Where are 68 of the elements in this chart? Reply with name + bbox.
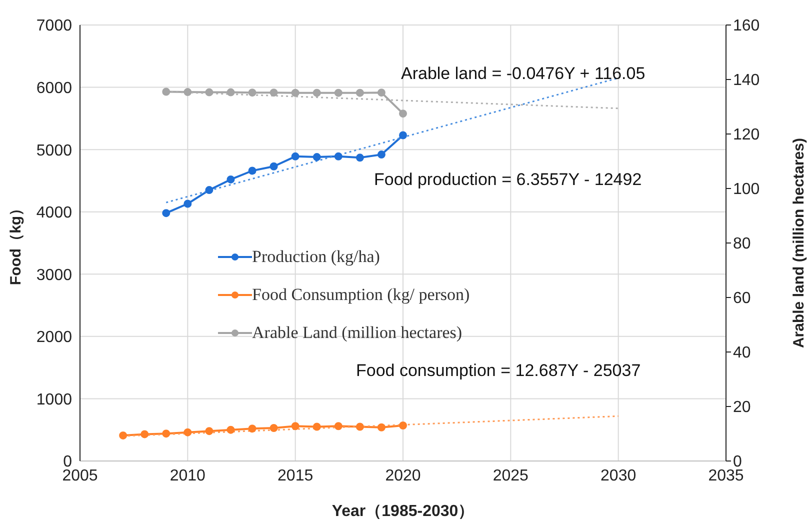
point xyxy=(270,424,278,432)
point xyxy=(377,88,386,97)
y-tick-label: 3000 xyxy=(36,266,72,284)
point xyxy=(205,427,214,436)
point xyxy=(356,154,364,162)
y2-tick-label: 20 xyxy=(733,399,751,416)
x-tick-label: 2020 xyxy=(385,467,421,484)
point xyxy=(248,166,256,175)
annotation: Food production = 6.3557Y - 12492 xyxy=(374,170,642,190)
point xyxy=(205,186,214,194)
point xyxy=(291,152,300,160)
y-tick-label: 1000 xyxy=(36,391,72,408)
x-tick-label: 2015 xyxy=(278,467,314,484)
y2-tick-label: 60 xyxy=(733,290,751,308)
point xyxy=(184,88,192,96)
annotation: Arable land = -0.0476Y + 116.05 xyxy=(401,64,646,84)
y2-tick-label: 140 xyxy=(733,72,760,90)
point xyxy=(312,153,321,162)
point xyxy=(162,430,170,438)
point xyxy=(399,131,407,140)
point xyxy=(270,162,278,170)
y2-axis-title: Arable land (million hectares) xyxy=(790,138,808,348)
point xyxy=(377,150,386,159)
point xyxy=(377,423,386,432)
point xyxy=(184,200,192,208)
point xyxy=(248,88,256,97)
point xyxy=(119,431,128,440)
point xyxy=(356,422,364,431)
point xyxy=(270,88,278,97)
point xyxy=(205,88,214,96)
point xyxy=(291,422,300,430)
point xyxy=(140,430,149,438)
y-tick-label: 6000 xyxy=(36,80,72,97)
point xyxy=(399,421,407,430)
y2-tick-label: 80 xyxy=(733,236,751,253)
annotation: Food consumption = 12.687Y - 25037 xyxy=(356,361,641,381)
y2-tick-label: 160 xyxy=(733,18,760,35)
x-tick-label: 2025 xyxy=(492,467,529,484)
y2-tick-label: 120 xyxy=(733,126,760,144)
y-tick-label: 4000 xyxy=(36,204,72,222)
point xyxy=(334,152,342,160)
y-tick-label: 2000 xyxy=(36,329,72,346)
point xyxy=(334,88,342,97)
point xyxy=(334,422,342,430)
y2-tick-label: 100 xyxy=(733,181,760,198)
y-tick-label: 7000 xyxy=(36,18,72,35)
point xyxy=(162,88,170,96)
x-tick-label: 2010 xyxy=(170,467,206,484)
point xyxy=(356,88,364,97)
point xyxy=(291,88,300,97)
y2-tick-label: 40 xyxy=(733,344,751,362)
point xyxy=(184,428,192,436)
y-axis-title: Food（kg） xyxy=(7,200,24,286)
point xyxy=(226,426,235,434)
point xyxy=(248,424,256,433)
x-tick-label: 2005 xyxy=(62,467,98,484)
point xyxy=(226,175,235,184)
point xyxy=(399,110,407,118)
x-axis-title: Year（1985-2030） xyxy=(332,503,474,520)
x-tick-label: 2030 xyxy=(600,467,636,484)
legend-label: Production (kg/ha) xyxy=(252,247,380,267)
point xyxy=(226,88,235,96)
point xyxy=(162,209,170,218)
point xyxy=(312,88,321,97)
legend-label: Food Consumption (kg/ person) xyxy=(252,285,470,305)
y-tick-label: 5000 xyxy=(36,142,72,160)
point xyxy=(312,422,321,431)
legend-label: Arable Land (million hectares) xyxy=(252,323,462,343)
